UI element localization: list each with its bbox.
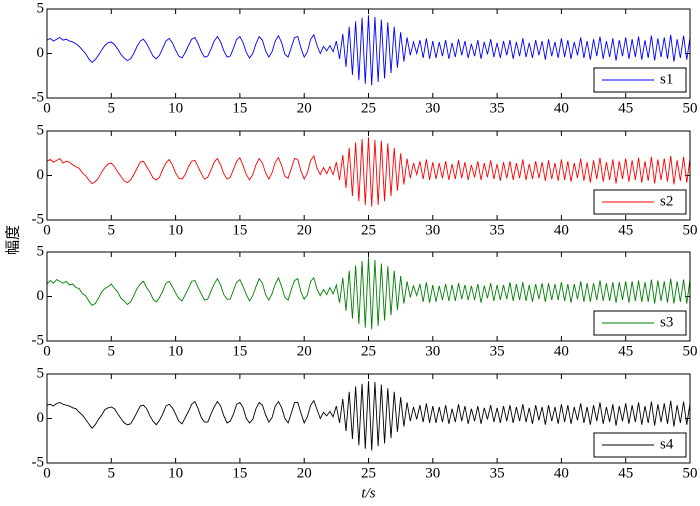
- y-tick-label: 0: [37, 410, 45, 426]
- y-tick-label: -5: [32, 211, 45, 227]
- x-tick-label: 35: [490, 222, 505, 238]
- legend-label: s4: [660, 436, 674, 452]
- x-tick-label: 20: [297, 100, 312, 116]
- x-tick-label: 20: [297, 343, 312, 359]
- axes-box: [46, 130, 691, 221]
- x-tick-label: 45: [618, 343, 633, 359]
- x-tick-label: 0: [43, 343, 51, 359]
- signal-line: [46, 257, 691, 330]
- x-tick-label: 5: [108, 343, 116, 359]
- x-tick-label: 20: [297, 222, 312, 238]
- y-tick-label: 0: [37, 288, 45, 304]
- x-tick-label: 30: [425, 100, 440, 116]
- signal-line: [46, 15, 691, 86]
- x-tick-label: 45: [618, 100, 633, 116]
- x-tick-label: 25: [361, 343, 376, 359]
- x-tick-label: 25: [361, 100, 376, 116]
- y-tick-label: -5: [32, 454, 45, 470]
- x-tick-label: 15: [232, 222, 247, 238]
- x-tick-label: 50: [683, 343, 698, 359]
- x-tick-label: 15: [232, 343, 247, 359]
- x-tick-label: 25: [361, 465, 376, 481]
- x-tick-label: 35: [490, 100, 505, 116]
- y-tick-label: -5: [32, 332, 45, 348]
- x-tick-label: 0: [43, 465, 51, 481]
- x-tick-label: 35: [490, 465, 505, 481]
- y-tick-label: 0: [37, 167, 45, 183]
- x-tick-label: 0: [43, 222, 51, 238]
- legend-label: s2: [660, 193, 673, 209]
- x-tick-label: 50: [683, 100, 698, 116]
- legend-label: s1: [660, 71, 673, 87]
- x-tick-label: 20: [297, 465, 312, 481]
- y-tick-label: 5: [37, 0, 45, 16]
- x-tick-label: 25: [361, 222, 376, 238]
- axes-box: [46, 373, 691, 464]
- y-tick-label: 5: [37, 122, 45, 138]
- x-tick-label: 15: [232, 465, 247, 481]
- x-tick-label: 40: [554, 465, 569, 481]
- axes-box: [46, 251, 691, 342]
- signal-line: [46, 381, 691, 451]
- x-tick-label: 5: [108, 222, 116, 238]
- x-tick-label: 10: [168, 343, 183, 359]
- signal-line: [46, 137, 691, 207]
- y-tick-label: 5: [37, 243, 45, 259]
- x-tick-label: 5: [108, 465, 116, 481]
- x-tick-label: 40: [554, 100, 569, 116]
- x-tick-label: 30: [425, 222, 440, 238]
- y-tick-label: 5: [37, 365, 45, 381]
- x-tick-label: 10: [168, 100, 183, 116]
- x-tick-label: 35: [490, 343, 505, 359]
- x-tick-label: 30: [425, 465, 440, 481]
- x-tick-label: 50: [683, 222, 698, 238]
- y-tick-label: 0: [37, 45, 45, 61]
- x-tick-label: 0: [43, 100, 51, 116]
- y-axis-label: 幅度: [4, 225, 21, 255]
- x-axis-label: t/s: [361, 485, 375, 501]
- axes-box: [46, 8, 691, 99]
- x-tick-label: 45: [618, 465, 633, 481]
- x-tick-label: 40: [554, 222, 569, 238]
- x-tick-label: 5: [108, 100, 116, 116]
- y-tick-label: -5: [32, 89, 45, 105]
- x-tick-label: 10: [168, 222, 183, 238]
- x-tick-label: 10: [168, 465, 183, 481]
- legend-label: s3: [660, 314, 673, 330]
- x-tick-label: 45: [618, 222, 633, 238]
- x-tick-label: 15: [232, 100, 247, 116]
- x-tick-label: 30: [425, 343, 440, 359]
- x-tick-label: 50: [683, 465, 698, 481]
- x-tick-label: 40: [554, 343, 569, 359]
